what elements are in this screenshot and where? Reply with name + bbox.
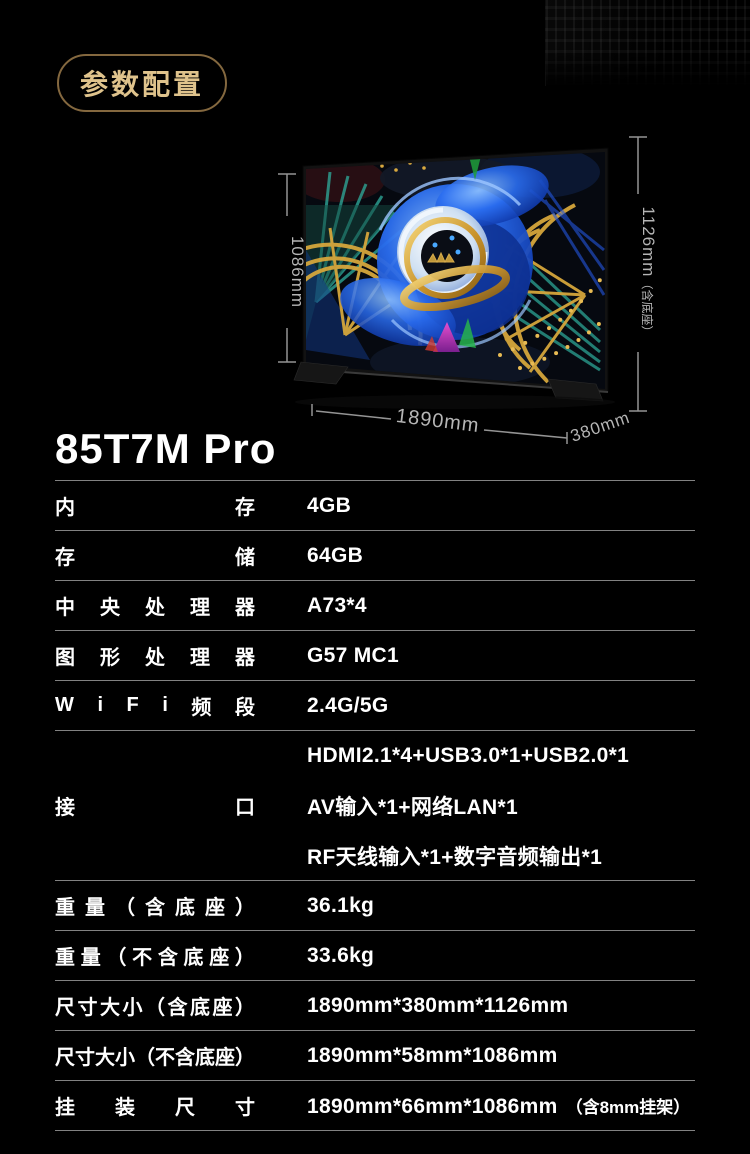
tv-screen-art (306, 152, 605, 389)
section-badge-label: 参数配置 (79, 69, 204, 100)
spec-table: 内存 4GB 存储 64GB 中央处理器 A73*4 图形处理器 G57 MC1… (55, 480, 695, 1131)
spec-value-main: 1890mm*66mm*1086mm (307, 1094, 558, 1118)
spec-value: 1890mm*58mm*1086mm (307, 1043, 558, 1067)
spec-row-gpu: 图形处理器 G57 MC1 (55, 631, 695, 681)
dimension-line-panel-height (278, 173, 296, 363)
spec-label: 重量（不含底座） (55, 947, 255, 969)
spec-value: RF天线输入*1+数字音频输出*1 (307, 845, 603, 869)
spec-label: 存储 (55, 547, 255, 569)
spec-value: AV输入*1+网络LAN*1 (307, 795, 518, 819)
spec-value: HDMI2.1*4+USB3.0*1+USB2.0*1 (307, 743, 630, 767)
dimension-label-panel-height: 1086mm (288, 236, 307, 308)
spec-row-ports: 接口 HDMI2.1*4+USB3.0*1+USB2.0*1 AV输入*1+网络… (55, 731, 695, 881)
spec-row-storage: 存储 64GB (55, 531, 695, 581)
dimension-label-depth: 380mm (568, 408, 633, 446)
spec-label: 挂装尺寸 (55, 1097, 255, 1119)
dimension-line-total-height (629, 136, 647, 412)
spec-label: 尺寸大小（不含底座） (55, 1047, 255, 1069)
spec-value: 4GB (307, 493, 352, 517)
spec-row-memory: 内存 4GB (55, 481, 695, 531)
spec-value: 2.4G/5G (307, 693, 389, 717)
spec-label: 接口 (55, 797, 255, 819)
spec-row-cpu: 中央处理器 A73*4 (55, 581, 695, 631)
spec-value: 36.1kg (307, 893, 375, 917)
spec-row-weight-with-stand: 重量（含底座） 36.1kg (55, 881, 695, 931)
spec-row-weight-without-stand: 重量（不含底座） 33.6kg (55, 931, 695, 981)
product-title: 85T7M Pro (55, 425, 277, 472)
spec-label: 尺寸大小（含底座） (55, 997, 255, 1019)
spec-row-wall-mount-size: 挂装尺寸 1890mm*66mm*1086mm （含8mm挂架） (55, 1081, 695, 1131)
tv-reflection (295, 395, 615, 409)
spec-row-size-without-stand: 尺寸大小（不含底座） 1890mm*58mm*1086mm (55, 1031, 695, 1081)
spec-value-suffix: （含8mm挂架） (565, 1097, 691, 1117)
tv-product-image: 1086mm 1126mm（含底座） 1890mm 380mm (0, 120, 750, 470)
spec-label: 重量（含底座） (55, 897, 255, 919)
spec-label: 图形处理器 (55, 647, 255, 669)
spec-value-list: HDMI2.1*4+USB3.0*1+USB2.0*1 AV输入*1+网络LAN… (307, 731, 629, 881)
dimension-label-total-height: 1126mm（含底座） (639, 207, 658, 338)
spec-value: 33.6kg (307, 943, 375, 967)
spec-row-size-with-stand: 尺寸大小（含底座） 1890mm*380mm*1126mm (55, 981, 695, 1031)
section-badge: 参数配置 (57, 54, 227, 112)
spec-value: 1890mm*66mm*1086mm （含8mm挂架） (307, 1093, 690, 1119)
spec-value: 1890mm*380mm*1126mm (307, 993, 569, 1017)
spec-label: 中央处理器 (55, 597, 255, 619)
spec-label: 内存 (55, 497, 255, 519)
dimension-label-width: 1890mm (395, 405, 481, 437)
spec-value: 64GB (307, 543, 364, 567)
spec-value: A73*4 (307, 593, 367, 617)
tv-stand-left-foot (293, 361, 349, 385)
background-texture (545, 0, 750, 86)
tv-illustration: 1086mm 1126mm（含底座） 1890mm 380mm (278, 136, 658, 446)
dimension-line-width (311, 404, 568, 444)
spec-value: G57 MC1 (307, 643, 399, 667)
